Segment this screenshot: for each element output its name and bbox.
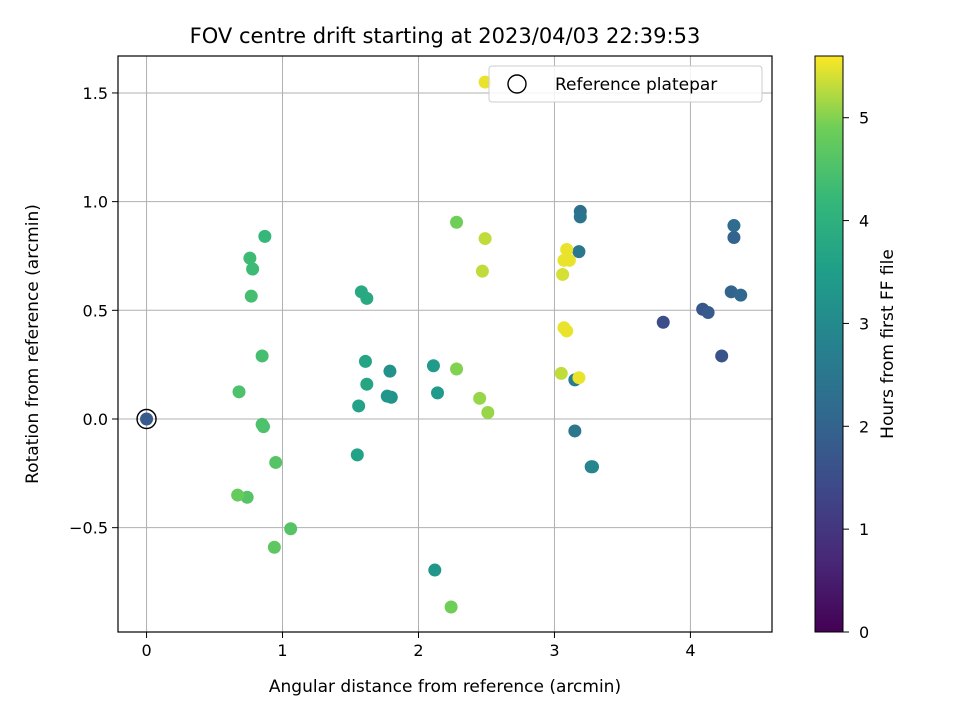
data-point <box>478 75 492 89</box>
data-point <box>478 232 492 246</box>
data-point <box>568 424 582 438</box>
data-point <box>360 377 374 391</box>
legend-entry-reference-platepar: Reference platepar <box>555 75 717 95</box>
data-point <box>256 420 270 434</box>
colorbar-tick-label: 4 <box>859 212 869 231</box>
colorbar: 0 1 2 3 4 5 Hours from first FF file <box>814 55 898 642</box>
data-point <box>231 488 245 502</box>
legend-box <box>488 65 763 103</box>
data-point <box>572 371 586 385</box>
plot-frame <box>117 55 773 633</box>
data-point <box>350 448 364 462</box>
colorbar-gradient <box>814 55 844 633</box>
x-tick-label: 0 <box>141 641 151 660</box>
data-point <box>727 219 741 233</box>
data-point <box>232 385 246 399</box>
colorbar-tick-label: 5 <box>859 109 869 128</box>
y-axis-ticks: −0.5 0.0 0.5 1.0 1.5 <box>69 84 118 538</box>
data-point <box>352 399 366 413</box>
data-point <box>701 305 715 319</box>
data-point <box>556 267 570 281</box>
data-point <box>554 366 568 380</box>
data-point <box>656 315 670 329</box>
data-point <box>140 412 154 426</box>
reference-marker-layer <box>136 408 157 430</box>
data-point <box>573 210 587 224</box>
colorbar-tick-label: 3 <box>859 314 869 333</box>
y-tick-label: 1.5 <box>83 84 108 103</box>
data-points <box>140 75 748 614</box>
data-point <box>734 288 748 302</box>
y-tick-label: 0.0 <box>83 410 108 429</box>
data-point <box>473 391 487 405</box>
data-point <box>426 359 440 373</box>
chart-title: FOV centre drift starting at 2023/04/03 … <box>190 24 701 48</box>
data-point <box>560 324 574 338</box>
x-tick-label: 1 <box>277 641 287 660</box>
data-point <box>383 364 397 378</box>
data-point <box>244 289 258 303</box>
data-point <box>715 349 729 363</box>
data-point <box>586 460 600 474</box>
reference-platepar-marker <box>136 408 157 430</box>
data-point <box>428 563 442 577</box>
data-point <box>560 242 574 256</box>
colorbar-ticks: 0 1 2 3 4 5 <box>843 109 869 642</box>
x-tick-label: 3 <box>549 641 559 660</box>
data-point <box>258 229 272 243</box>
data-point <box>269 455 283 469</box>
y-axis-label: Rotation from reference (arcmin) <box>23 204 43 484</box>
colorbar-tick-label: 2 <box>859 417 869 436</box>
data-point <box>444 600 458 614</box>
x-tick-label: 2 <box>413 641 423 660</box>
data-point <box>431 386 445 400</box>
data-point <box>267 540 281 554</box>
colorbar-tick-label: 1 <box>859 520 869 539</box>
data-point <box>243 251 257 265</box>
x-axis-ticks: 0 1 2 3 4 <box>141 632 696 660</box>
data-point <box>475 264 489 278</box>
data-point <box>358 354 372 368</box>
y-tick-label: 1.0 <box>83 193 108 212</box>
data-point <box>572 245 586 259</box>
y-tick-label: 0.5 <box>83 301 108 320</box>
data-point <box>727 230 741 244</box>
x-axis-label: Angular distance from reference (arcmin) <box>269 677 621 697</box>
data-point <box>255 349 269 363</box>
data-point <box>481 405 495 419</box>
data-point <box>360 291 374 305</box>
grid-lines <box>118 56 772 632</box>
x-tick-label: 4 <box>685 641 695 660</box>
data-point <box>562 253 576 267</box>
legend-reference-marker-icon <box>507 74 527 94</box>
data-point <box>380 389 394 403</box>
y-tick-label: −0.5 <box>69 519 108 538</box>
legend: Reference platepar <box>488 65 763 103</box>
data-point <box>284 522 298 536</box>
colorbar-tick-label: 0 <box>859 623 869 642</box>
data-point <box>246 262 260 276</box>
data-point <box>450 215 464 229</box>
colorbar-label: Hours from first FF file <box>878 249 898 439</box>
data-point <box>450 362 464 376</box>
